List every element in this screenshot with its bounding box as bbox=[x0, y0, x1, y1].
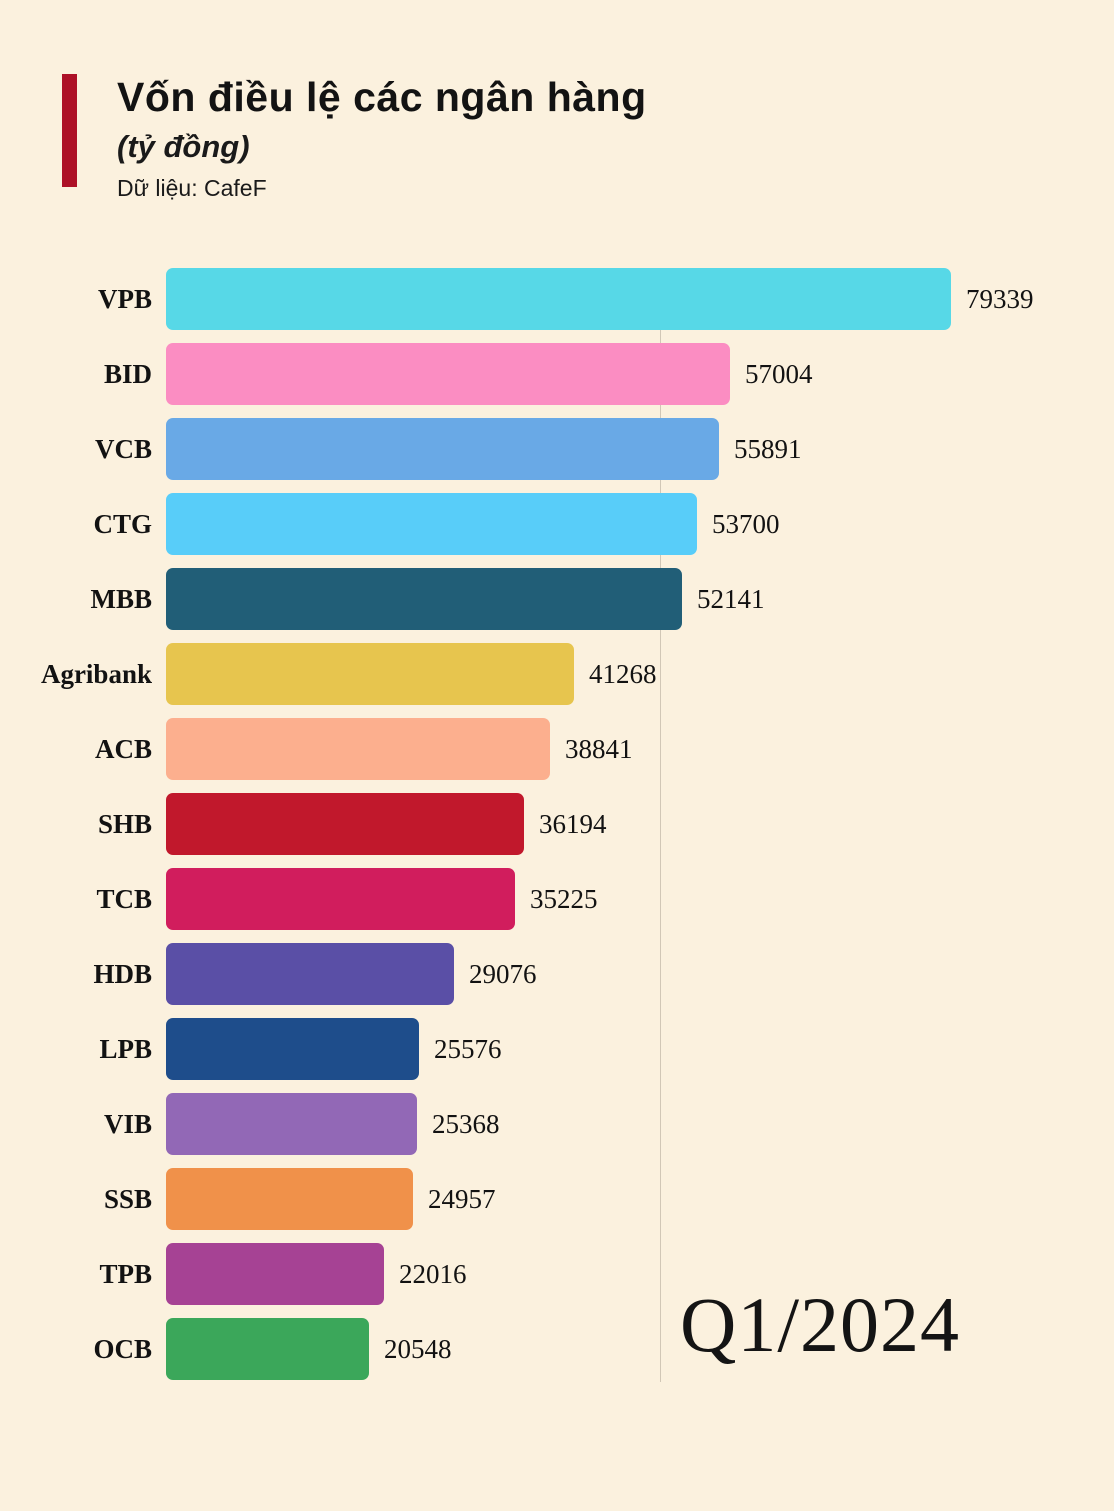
bar-row: SSB 24957 bbox=[0, 1168, 1114, 1231]
bar-row: TCB 35225 bbox=[0, 868, 1114, 931]
bar-row: TPB 22016 bbox=[0, 1243, 1114, 1306]
value-label-tcb: 35225 bbox=[530, 883, 598, 914]
value-label-tpb: 22016 bbox=[399, 1258, 467, 1289]
category-label-acb: ACB bbox=[94, 733, 152, 764]
category-label-vcb: VCB bbox=[94, 433, 152, 464]
category-label-tpb: TPB bbox=[99, 1258, 152, 1289]
value-label-hdb: 29076 bbox=[469, 958, 537, 989]
gridline-50000 bbox=[660, 268, 661, 1383]
category-label-mbb: MBB bbox=[90, 583, 152, 614]
chart-subtitle: (tỷ đồng) bbox=[117, 129, 250, 165]
period-label: Q1/2024 bbox=[680, 1281, 960, 1368]
bar-row: HDB 29076 bbox=[0, 943, 1114, 1006]
bar-row: BID 57004 bbox=[0, 343, 1114, 406]
bar-vib bbox=[166, 1093, 417, 1156]
bar-chart: VPB 79339 BID 57004 VCB 55891 CTG 53700 MBB 52141… bbox=[0, 268, 1114, 1388]
chart-title: Vốn điều lệ các ngân hàng bbox=[117, 74, 647, 120]
bar-row: LPB 25576 bbox=[0, 1018, 1114, 1081]
category-label-lpb: LPB bbox=[99, 1033, 152, 1064]
bar-vpb bbox=[166, 268, 951, 331]
bar-row: VCB 55891 bbox=[0, 418, 1114, 481]
data-source: Dữ liệu: CafeF bbox=[117, 175, 267, 202]
bar-ctg bbox=[166, 493, 697, 556]
bar-mbb bbox=[166, 568, 682, 631]
bar-hdb bbox=[166, 943, 454, 1006]
bar-row: MBB 52141 bbox=[0, 568, 1114, 631]
title-accent-bar bbox=[62, 74, 77, 187]
bar-row: SHB 36194 bbox=[0, 793, 1114, 856]
bar-lpb bbox=[166, 1018, 419, 1081]
bar-acb bbox=[166, 718, 550, 781]
category-label-shb: SHB bbox=[97, 808, 152, 839]
category-label-ocb: OCB bbox=[93, 1333, 152, 1364]
value-label-mbb: 52141 bbox=[697, 583, 765, 614]
bar-ssb bbox=[166, 1168, 413, 1231]
bar-row: Agribank 41268 bbox=[0, 643, 1114, 706]
bar-rows: VPB 79339 BID 57004 VCB 55891 CTG 53700 MBB 52141… bbox=[0, 268, 1114, 1381]
bar-tpb bbox=[166, 1243, 384, 1306]
bar-row: VIB 25368 bbox=[0, 1093, 1114, 1156]
bar-shb bbox=[166, 793, 524, 856]
category-label-ssb: SSB bbox=[103, 1183, 152, 1214]
category-label-vpb: VPB bbox=[98, 283, 152, 314]
bar-tcb bbox=[166, 868, 515, 931]
value-label-ssb: 24957 bbox=[428, 1183, 496, 1214]
value-label-vcb: 55891 bbox=[734, 433, 802, 464]
value-label-vib: 25368 bbox=[432, 1108, 500, 1139]
chart-header: Vốn điều lệ các ngân hàng (tỷ đồng) Dữ l… bbox=[0, 0, 1114, 202]
value-label-bid: 57004 bbox=[745, 358, 813, 389]
category-label-vib: VIB bbox=[103, 1108, 152, 1139]
value-label-lpb: 25576 bbox=[434, 1033, 502, 1064]
category-label-tcb: TCB bbox=[96, 883, 152, 914]
value-label-vpb: 79339 bbox=[966, 283, 1034, 314]
bar-row: CTG 53700 bbox=[0, 493, 1114, 556]
bar-vcb bbox=[166, 418, 719, 481]
value-label-agribank: 41268 bbox=[589, 658, 657, 689]
value-label-shb: 36194 bbox=[539, 808, 607, 839]
category-label-ctg: CTG bbox=[93, 508, 152, 539]
value-label-acb: 38841 bbox=[565, 733, 633, 764]
category-label-bid: BID bbox=[103, 358, 152, 389]
bar-row: VPB 79339 bbox=[0, 268, 1114, 331]
bar-agribank bbox=[166, 643, 574, 706]
category-label-agribank: Agribank bbox=[40, 658, 152, 689]
value-label-ctg: 53700 bbox=[712, 508, 780, 539]
header-text-block: Vốn điều lệ các ngân hàng (tỷ đồng) Dữ l… bbox=[117, 74, 647, 202]
value-label-ocb: 20548 bbox=[384, 1333, 452, 1364]
bar-bid bbox=[166, 343, 730, 406]
bar-ocb bbox=[166, 1318, 369, 1381]
bar-row: ACB 38841 bbox=[0, 718, 1114, 781]
category-label-hdb: HDB bbox=[93, 958, 152, 989]
bar-row: OCB 20548 bbox=[0, 1318, 1114, 1381]
